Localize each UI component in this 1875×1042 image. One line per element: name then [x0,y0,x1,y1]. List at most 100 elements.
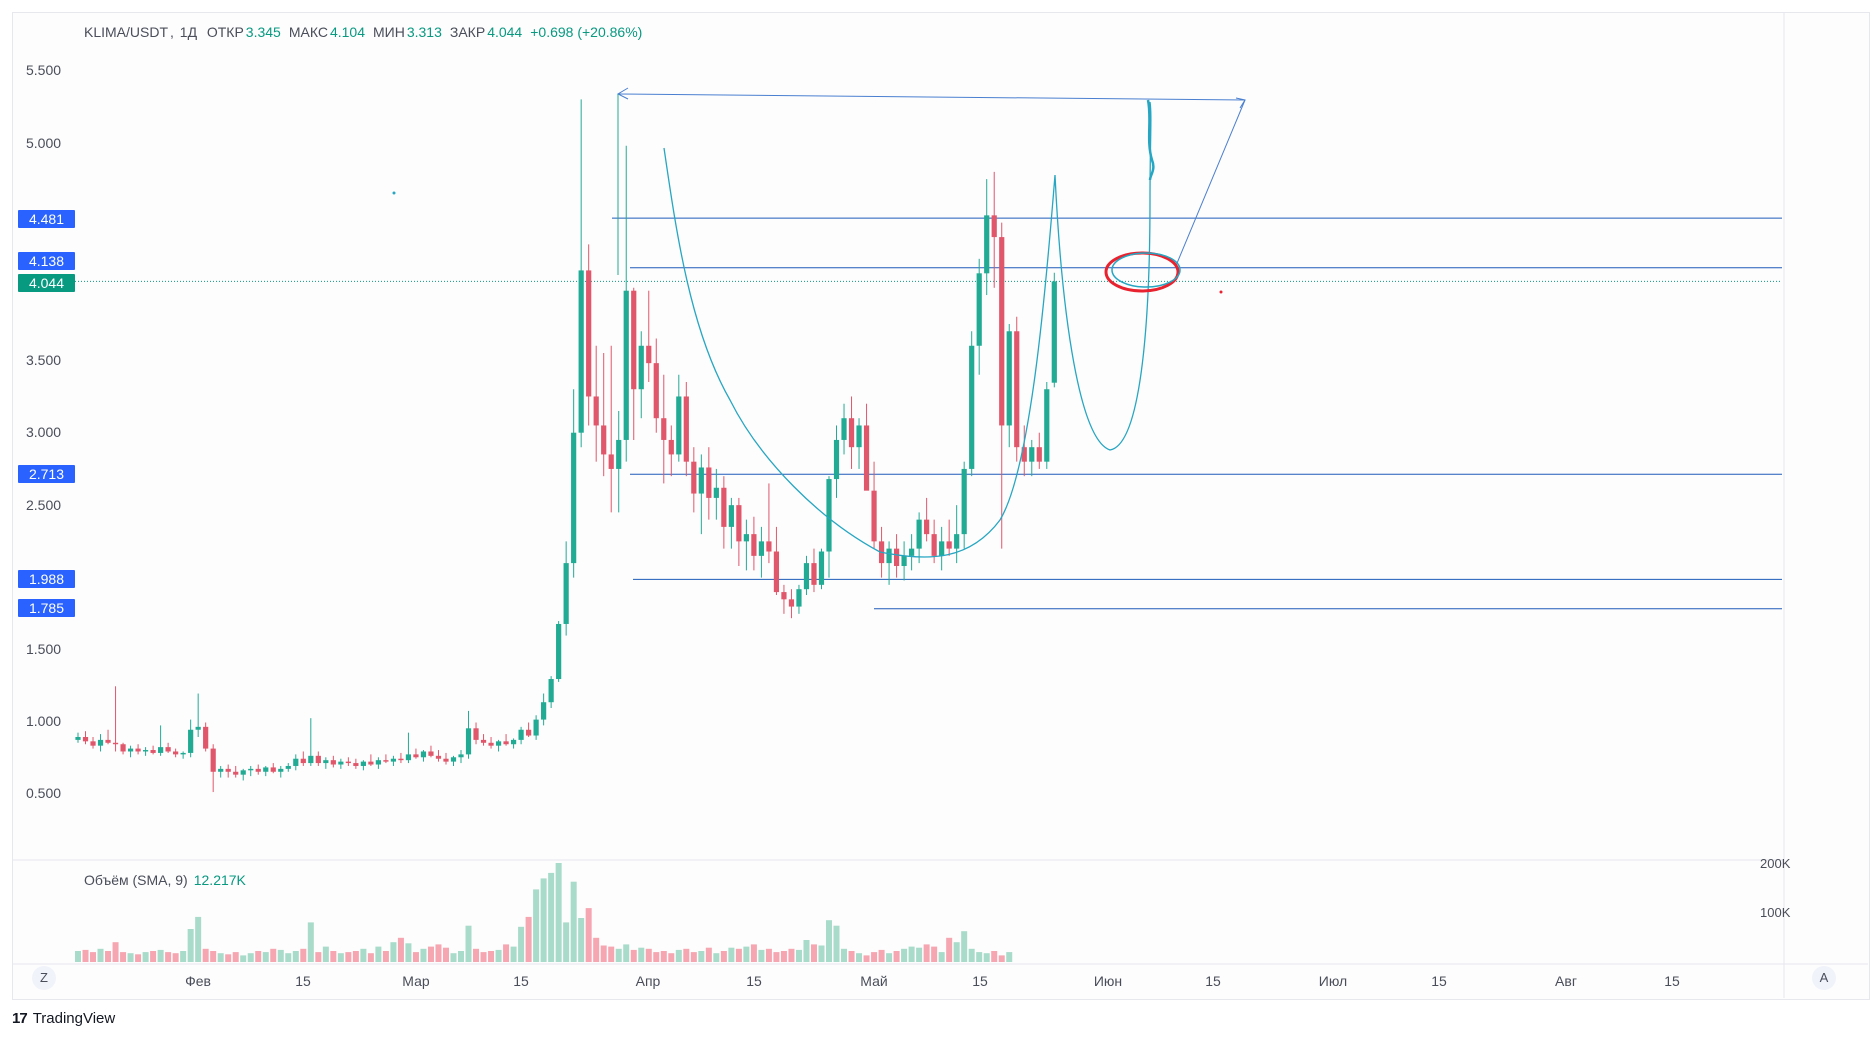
price-tag-level[interactable]: 2.713 [18,465,75,483]
candle-body [571,432,577,564]
candle-body [188,729,194,753]
cup-handle-curve [663,101,1152,558]
volume-bar [675,949,682,962]
candle-body [428,751,434,756]
candle-body [863,425,870,491]
candle-body [285,765,291,769]
volume-bar [713,953,720,962]
candle-body [330,760,336,765]
volume-bar [465,925,472,962]
volume-bar [878,949,885,962]
volume-bar [435,944,442,962]
candle-body [608,454,614,469]
candle-body [969,345,975,469]
candle-body [210,748,216,772]
candle-body [991,215,997,238]
volume-bar [240,955,247,962]
candle-body [435,755,442,759]
volume-bar [938,952,945,962]
candle-body [916,519,922,549]
candle-body [886,548,892,564]
candles-layer [75,99,1057,793]
candle-body [368,761,374,765]
volume-bar [518,926,525,962]
candle-body [375,760,381,765]
highlight-circle [1104,251,1180,293]
candle-body [293,758,299,766]
candle-body [458,754,464,758]
volume-bar [105,951,112,962]
volume-bar [788,948,795,962]
volume-bar [548,872,555,962]
candle-body [120,744,126,752]
candle-body [848,418,855,448]
marker-dot [1219,290,1223,294]
volume-bar [780,951,787,962]
volume-bar [863,955,870,962]
candle-body [713,487,719,498]
auto-scale-left-button[interactable]: Z [32,966,56,990]
candle-body [736,505,742,542]
candle-body [1036,447,1042,462]
time-tick: 15 [1664,973,1680,989]
volume-bar [533,889,540,962]
candle-body [82,736,89,742]
range-arrow-line [617,93,1246,101]
candle-body [413,754,419,758]
candle-body [495,741,502,746]
volume-bar [645,948,652,962]
volume-bar [735,948,742,962]
tradingview-brand[interactable]: 17 TradingView [12,1010,115,1027]
volume-bar [270,948,277,962]
volume-tick: 100K [1760,905,1791,920]
candle-body [510,739,517,745]
volume-legend: Объём (SMA, 9) 12.217K [84,872,246,888]
volume-bar [232,952,239,962]
volume-bar [352,951,359,962]
candle-body [871,490,877,542]
volume-bar [473,948,480,962]
price-tag-level[interactable]: 4.138 [18,252,75,270]
auto-scale-button[interactable]: A [1812,966,1836,990]
candle-body [518,729,524,740]
price-tag-level[interactable]: 1.785 [18,599,75,617]
volume-bar [991,951,998,962]
time-tick: Фев [185,973,211,989]
volume-bar [420,948,427,962]
candle-body [338,761,344,765]
brand-name: TradingView [32,1010,116,1027]
volume-bar [795,949,802,962]
candle-body [165,747,171,752]
volume-layer [75,863,1013,962]
volume-bar [585,908,592,962]
candle-body [548,679,554,703]
time-tick: Июн [1093,973,1123,989]
legend-low: 3.313 [406,24,442,40]
candle-body [631,290,637,390]
candle-body [946,541,952,549]
volume-bar [968,948,975,962]
candle-body [218,768,224,772]
price-tick: 3.500 [26,352,62,368]
volume-bar [660,951,667,962]
volume-bar [698,951,705,962]
candle-body [323,760,329,764]
volume-bar [458,951,465,962]
price-tag-level[interactable]: 1.988 [18,570,75,588]
legend-low-label: МИН [373,24,405,40]
candle-body [661,418,667,440]
price-tag-level[interactable]: 4.481 [18,210,75,228]
volume-bar [180,951,187,962]
candle-body [773,551,780,593]
volume-bar [773,952,780,962]
price-tag-last[interactable]: 4.044 [18,274,75,292]
candle-body [781,592,787,600]
candle-body [465,728,472,755]
volume-bar [826,920,832,962]
highlight-circle-inner [1111,252,1181,288]
price-tick: 5.500 [26,62,62,78]
chart-frame[interactable] [12,12,1870,1000]
candle-body [541,702,547,720]
time-tick: Мар [402,973,430,989]
